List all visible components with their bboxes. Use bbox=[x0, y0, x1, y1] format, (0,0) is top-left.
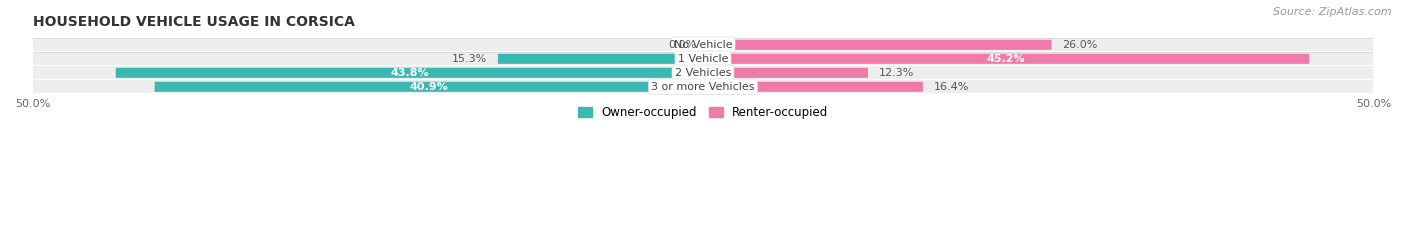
Bar bbox=[32, 52, 1374, 65]
Text: 3 or more Vehicles: 3 or more Vehicles bbox=[651, 82, 755, 92]
Text: 26.0%: 26.0% bbox=[1063, 40, 1098, 50]
FancyBboxPatch shape bbox=[703, 68, 868, 78]
Text: HOUSEHOLD VEHICLE USAGE IN CORSICA: HOUSEHOLD VEHICLE USAGE IN CORSICA bbox=[32, 15, 354, 29]
FancyBboxPatch shape bbox=[703, 82, 922, 92]
Text: 15.3%: 15.3% bbox=[451, 54, 486, 64]
FancyBboxPatch shape bbox=[703, 54, 1309, 64]
FancyBboxPatch shape bbox=[703, 40, 1052, 50]
Legend: Owner-occupied, Renter-occupied: Owner-occupied, Renter-occupied bbox=[572, 102, 834, 124]
Text: 16.4%: 16.4% bbox=[934, 82, 969, 92]
FancyBboxPatch shape bbox=[155, 82, 703, 92]
Text: 1 Vehicle: 1 Vehicle bbox=[678, 54, 728, 64]
FancyBboxPatch shape bbox=[498, 54, 703, 64]
FancyBboxPatch shape bbox=[115, 68, 703, 78]
Bar bbox=[32, 66, 1374, 79]
Text: Source: ZipAtlas.com: Source: ZipAtlas.com bbox=[1274, 7, 1392, 17]
Text: 40.9%: 40.9% bbox=[409, 82, 449, 92]
Text: 43.8%: 43.8% bbox=[389, 68, 429, 78]
Bar bbox=[32, 39, 1374, 51]
Text: No Vehicle: No Vehicle bbox=[673, 40, 733, 50]
Text: 12.3%: 12.3% bbox=[879, 68, 914, 78]
Text: 2 Vehicles: 2 Vehicles bbox=[675, 68, 731, 78]
Text: 0.0%: 0.0% bbox=[668, 40, 696, 50]
Text: 45.2%: 45.2% bbox=[987, 54, 1025, 64]
Bar bbox=[32, 80, 1374, 93]
